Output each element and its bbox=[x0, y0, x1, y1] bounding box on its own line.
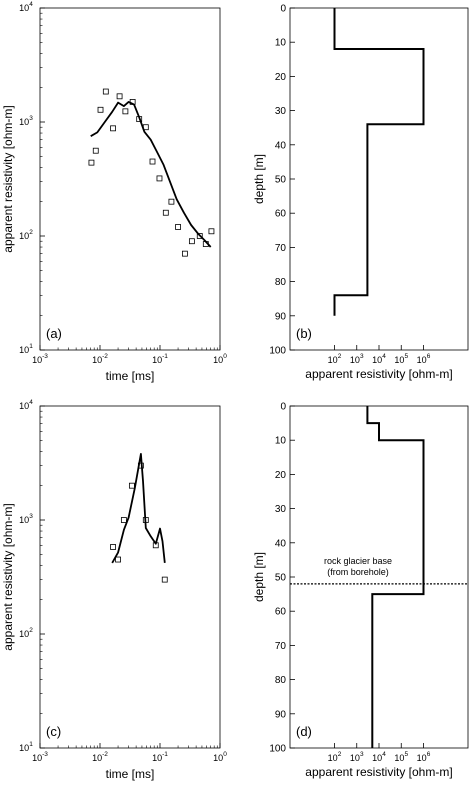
y-tick-label-b: 50 bbox=[275, 175, 287, 186]
plot-frame-d bbox=[289, 405, 469, 749]
y-tick-label-c: 104 bbox=[19, 399, 33, 411]
data-point-a bbox=[116, 93, 123, 100]
data-point-a bbox=[149, 158, 156, 165]
panel-label-a: (a) bbox=[46, 326, 62, 341]
model-curve-a bbox=[90, 101, 212, 248]
y-axis-title-d: depth [m] bbox=[252, 552, 266, 602]
y-tick-label-b: 0 bbox=[280, 4, 286, 15]
y-tick-label-d: 50 bbox=[275, 573, 287, 584]
y-axis-title-b: depth [m] bbox=[252, 154, 266, 204]
y-tick-label-b: 70 bbox=[275, 243, 287, 254]
x-tick-label-c: 10-2 bbox=[92, 751, 108, 763]
y-tick-label-d: 100 bbox=[269, 744, 286, 755]
panel-label-c: (c) bbox=[46, 724, 61, 739]
y-tick-label-d: 80 bbox=[275, 675, 287, 686]
y-tick-label-d: 60 bbox=[275, 607, 287, 618]
data-point-c bbox=[110, 544, 116, 550]
data-point-a bbox=[162, 209, 169, 216]
x-tick-label-b: 102 bbox=[328, 353, 342, 365]
data-point-a bbox=[168, 198, 175, 205]
data-point-a bbox=[92, 147, 99, 154]
x-tick-label-c: 100 bbox=[213, 751, 227, 763]
y-tick-label-b: 20 bbox=[275, 72, 287, 83]
y-axis-title-a: apparent resistivity [ohm-m] bbox=[1, 105, 15, 252]
x-tick-label-b: 106 bbox=[417, 353, 431, 365]
x-tick-label-d: 105 bbox=[394, 751, 408, 763]
y-tick-label-a: 101 bbox=[19, 343, 33, 355]
y-tick-label-a: 104 bbox=[19, 1, 33, 13]
data-point-a bbox=[97, 106, 104, 113]
data-point-a bbox=[156, 175, 163, 182]
plot-frame-c bbox=[39, 405, 221, 749]
y-tick-label-d: 20 bbox=[275, 470, 287, 481]
resistivity-model-d bbox=[366, 406, 425, 748]
y-axis-title-c: apparent resistivity [ohm-m] bbox=[1, 503, 15, 650]
annotation-text-d: (from borehole) bbox=[327, 567, 389, 577]
panel-label-d: (d) bbox=[296, 724, 312, 739]
y-tick-label-b: 60 bbox=[275, 209, 287, 220]
data-point-a bbox=[175, 224, 181, 230]
y-tick-label-a: 103 bbox=[19, 115, 33, 127]
x-tick-label-a: 10-1 bbox=[152, 353, 168, 365]
annotation-text-d: rock glacier base bbox=[324, 556, 392, 566]
y-tick-label-d: 40 bbox=[275, 538, 287, 549]
y-tick-label-a: 102 bbox=[19, 229, 33, 241]
y-tick-label-d: 10 bbox=[275, 436, 287, 447]
y-tick-label-b: 10 bbox=[275, 38, 287, 49]
y-tick-label-d: 70 bbox=[275, 641, 287, 652]
x-tick-label-d: 104 bbox=[372, 751, 386, 763]
y-tick-label-c: 102 bbox=[19, 627, 33, 639]
data-point-c bbox=[115, 556, 121, 563]
panel-label-b: (b) bbox=[296, 326, 312, 341]
x-tick-label-c: 10-3 bbox=[32, 751, 48, 763]
x-tick-label-a: 10-2 bbox=[92, 353, 108, 365]
x-axis-title-d: apparent resistivity [ohm-m] bbox=[305, 765, 452, 779]
data-point-a bbox=[188, 238, 195, 245]
resistivity-model-b bbox=[333, 8, 425, 316]
x-tick-label-b: 103 bbox=[350, 353, 364, 365]
y-tick-label-b: 90 bbox=[275, 311, 287, 322]
y-tick-label-c: 101 bbox=[19, 741, 33, 753]
data-point-c bbox=[120, 517, 127, 523]
x-axis-title-c: time [ms] bbox=[106, 767, 155, 781]
x-axis-title-a: time [ms] bbox=[106, 369, 155, 383]
data-point-a bbox=[181, 250, 188, 257]
data-point-a bbox=[110, 125, 116, 132]
plot-frame-b bbox=[289, 7, 469, 351]
y-tick-label-b: 40 bbox=[275, 140, 287, 151]
x-tick-label-a: 10-3 bbox=[32, 353, 48, 365]
data-point-a bbox=[122, 108, 129, 115]
y-tick-label-b: 80 bbox=[275, 277, 287, 288]
plot-frame-a bbox=[39, 7, 221, 351]
data-point-c bbox=[128, 482, 135, 489]
x-tick-label-d: 103 bbox=[350, 751, 364, 763]
data-point-a bbox=[208, 228, 215, 235]
data-point-a bbox=[88, 159, 95, 166]
x-tick-label-c: 10-1 bbox=[152, 751, 168, 763]
y-tick-label-d: 30 bbox=[275, 504, 287, 515]
data-point-a bbox=[102, 88, 109, 95]
x-tick-label-a: 100 bbox=[213, 353, 227, 365]
y-tick-label-b: 30 bbox=[275, 106, 287, 117]
model-curve-c bbox=[111, 452, 166, 564]
x-tick-label-b: 104 bbox=[372, 353, 386, 365]
x-axis-title-b: apparent resistivity [ohm-m] bbox=[305, 367, 452, 381]
y-tick-label-b: 100 bbox=[269, 346, 286, 357]
y-tick-label-d: 90 bbox=[275, 709, 287, 720]
x-tick-label-b: 105 bbox=[394, 353, 408, 365]
x-tick-label-d: 106 bbox=[417, 751, 431, 763]
data-point-c bbox=[161, 576, 168, 583]
y-tick-label-c: 103 bbox=[19, 513, 33, 525]
x-tick-label-d: 102 bbox=[328, 751, 342, 763]
y-tick-label-d: 0 bbox=[280, 402, 286, 413]
